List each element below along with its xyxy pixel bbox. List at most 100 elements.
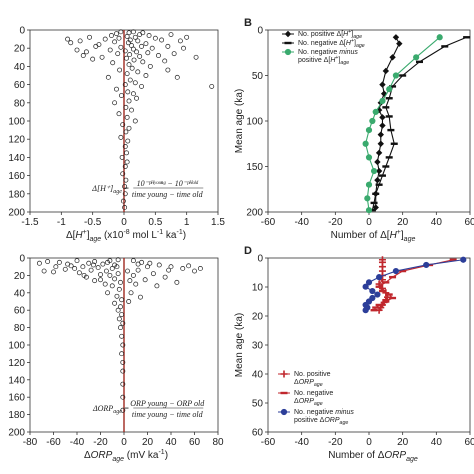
x-tick-label: 20 xyxy=(142,437,154,448)
label-part: No. negative xyxy=(298,49,339,56)
x-tick-label: 80 xyxy=(212,437,224,448)
x-tick-label: 20 xyxy=(397,217,409,228)
data-point xyxy=(95,265,101,271)
data-point xyxy=(143,41,149,47)
legend-label-line1: No. negative xyxy=(294,390,333,397)
legend-label-line1: No. negative minus xyxy=(294,409,354,416)
data-point xyxy=(118,29,124,35)
y-tick-label: 140 xyxy=(8,375,25,386)
label-part: positive Δ xyxy=(294,417,325,424)
series-marker xyxy=(449,258,457,261)
data-point xyxy=(143,73,149,78)
x-tick-label: -40 xyxy=(70,437,85,448)
data-point xyxy=(135,38,141,44)
label-part: Δ xyxy=(84,450,91,461)
label-part: age xyxy=(340,420,349,426)
label-part: (x10 xyxy=(101,230,124,241)
y-axis: 0 20 40 60 80 100 120 140 160 180 200 xyxy=(8,254,30,439)
data-point xyxy=(36,260,42,266)
panel-b: 0 50 100 150 200-60 -40 -20 0 20 40 60 Number of Δ[… xyxy=(234,17,474,243)
data-point xyxy=(122,204,128,210)
y-axis: 0 10 20 30 40 50 60 xyxy=(252,254,268,439)
y-tick-label: 120 xyxy=(8,358,25,369)
data-point xyxy=(152,35,158,41)
data-point xyxy=(130,91,136,97)
data-point xyxy=(107,47,113,53)
label-part: ΔORP xyxy=(92,404,113,413)
series-marker xyxy=(362,283,369,290)
x-tick-label: 60 xyxy=(189,437,201,448)
data-point xyxy=(116,35,122,41)
series-marker xyxy=(392,72,400,79)
data-point xyxy=(120,407,126,413)
equation: Δ[H⁺]age = 10⁻ᵖᴴʸᵒᵘⁿᵍ − 10⁻ᵖᴴᵒˡᵈ time youn… xyxy=(91,179,203,199)
label-part: mol L xyxy=(130,230,158,241)
data-point xyxy=(132,118,138,124)
data-point xyxy=(109,33,114,38)
data-point xyxy=(93,43,99,49)
data-point xyxy=(123,104,129,110)
data-point xyxy=(145,264,150,270)
data-point xyxy=(140,59,146,65)
label-part: age xyxy=(406,456,418,463)
x-tick-label: 40 xyxy=(431,217,443,228)
y-tick-label: 50 xyxy=(252,399,264,410)
data-point xyxy=(119,93,124,98)
label-part: H xyxy=(343,31,349,38)
series-marker xyxy=(423,261,430,269)
data-point xyxy=(162,274,168,280)
legend-entry-2: No. negative Δ[H+]age xyxy=(298,38,365,49)
data-point xyxy=(45,259,51,264)
data-point xyxy=(72,265,78,271)
equation-lhs: ΔORPage = xyxy=(92,404,129,415)
legend-marker xyxy=(280,408,288,416)
data-point xyxy=(124,150,129,156)
label-part: ORP xyxy=(384,450,406,461)
data-point xyxy=(115,51,121,57)
data-point xyxy=(83,49,89,55)
y-tick-label: 60 xyxy=(14,306,26,317)
data-point xyxy=(139,83,144,89)
label-part: ka xyxy=(163,230,177,241)
data-point xyxy=(115,257,121,263)
series-marker xyxy=(382,281,390,284)
series-marker xyxy=(377,131,384,138)
x-tick-label: -20 xyxy=(328,217,343,228)
data-point xyxy=(118,134,124,140)
data-point xyxy=(116,111,122,117)
series-marker xyxy=(436,34,443,41)
data-point xyxy=(124,159,130,165)
data-point xyxy=(114,293,120,299)
data-point xyxy=(209,83,215,89)
data-point xyxy=(154,283,160,289)
data-point xyxy=(128,290,134,296)
data-point xyxy=(137,32,143,38)
data-point xyxy=(168,32,174,38)
label-part: minus xyxy=(335,409,354,416)
data-point xyxy=(127,77,133,83)
series-marker xyxy=(378,174,386,177)
x-tick-label: 1 xyxy=(184,217,190,228)
data-point xyxy=(76,270,82,276)
data-point xyxy=(156,53,161,58)
data-point xyxy=(142,277,148,283)
series-marker xyxy=(375,303,383,307)
x-tick-label: 0 xyxy=(121,217,127,228)
x-tick-label: 40 xyxy=(431,437,443,448)
legend-entry-1: No. positive Δ[H+]age xyxy=(298,29,362,40)
x-axis-label: ΔORPage (mV ka-1) xyxy=(84,449,168,463)
x-axis-label: Number of Δ[H+]age xyxy=(331,229,416,243)
y-tick-label: 20 xyxy=(14,271,26,282)
data-point xyxy=(193,54,199,60)
data-point xyxy=(135,267,141,273)
label-part: Δ xyxy=(294,379,299,386)
data-point xyxy=(134,49,139,55)
series-marker xyxy=(372,108,379,116)
series-marker xyxy=(387,128,395,132)
label-part: positive Δ[ xyxy=(298,57,330,64)
data-point xyxy=(122,144,128,149)
label-part: Number of Δ xyxy=(328,450,384,461)
